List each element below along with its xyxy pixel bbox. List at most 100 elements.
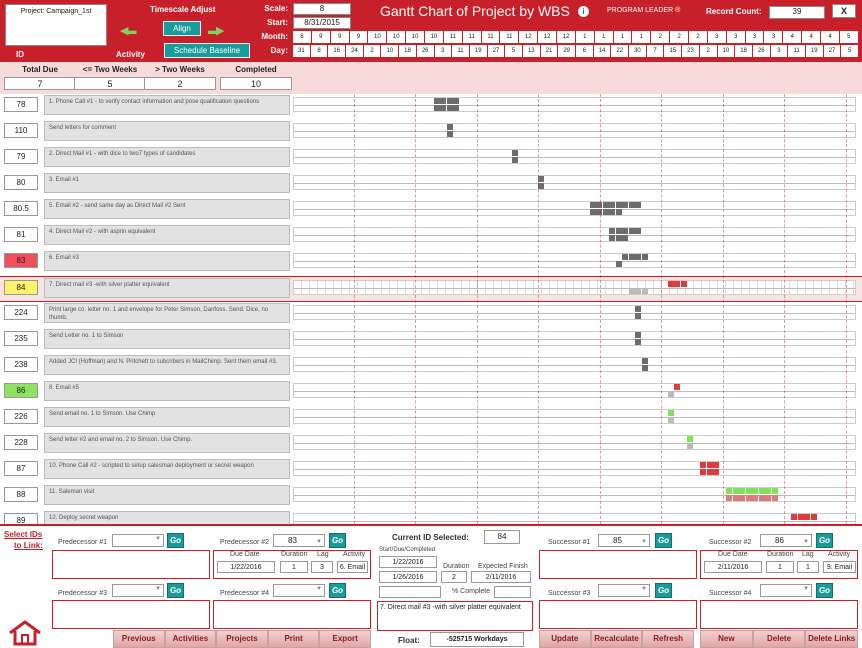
table-row[interactable]: 235 Send Letter no. 1 to Simson	[0, 328, 862, 354]
row-id[interactable]: 78	[4, 97, 38, 112]
row-id[interactable]: 238	[4, 357, 38, 372]
predecessor-4-go-button[interactable]: Go	[329, 583, 346, 598]
row-activity[interactable]: Send Letter no. 1 to Simson	[44, 329, 290, 349]
row-id[interactable]: 83	[4, 253, 38, 268]
recalculate-button[interactable]: Recalculate	[590, 630, 643, 648]
start-input[interactable]: 8/31/2015	[293, 17, 351, 29]
row-id[interactable]: 81	[4, 227, 38, 242]
percent-complete-input[interactable]	[494, 586, 531, 598]
row-activity[interactable]: 5. Email #2 - send same day as Direct Ma…	[44, 199, 290, 219]
row-activity[interactable]: 1. Phone Call #1 - to verify contact inf…	[44, 95, 290, 115]
row-id[interactable]: 84	[4, 280, 38, 295]
months-cell: 2	[670, 31, 690, 43]
successor-4-select[interactable]	[760, 584, 812, 597]
successor-4-go-button[interactable]: Go	[816, 583, 833, 598]
arrow-right-icon[interactable]: ▬▶	[208, 25, 225, 37]
row-id[interactable]: 88	[4, 487, 38, 502]
current-activity-text[interactable]: 7. Direct mail #3 -with silver platter e…	[377, 601, 533, 631]
row-activity[interactable]: Print large co. letter no. 1 and envelop…	[44, 303, 290, 323]
delete-button[interactable]: Delete	[752, 630, 806, 648]
successor-1-go-button[interactable]: Go	[655, 533, 672, 548]
refresh-button[interactable]: Refresh	[642, 630, 695, 648]
predecessor-4-select[interactable]	[273, 584, 325, 597]
export-button[interactable]: Export	[319, 630, 371, 648]
delete-links-button[interactable]: Delete Links	[805, 630, 859, 648]
row-activity[interactable]: 12. Deploy secret weapon	[44, 511, 290, 524]
table-row[interactable]: 84 7. Direct mail #3 -with silver platter…	[0, 276, 862, 302]
row-activity[interactable]: Send email no. 1 to Simson. Use Chimp	[44, 407, 290, 427]
table-row[interactable]: 81 4. Direct Mail #2 - with asprin equiva…	[0, 224, 862, 250]
predecessor-3-go-button[interactable]: Go	[167, 583, 184, 598]
gantt-rows: 78 1. Phone Call #1 - to verify contact i…	[0, 94, 862, 524]
days-cell: 3	[434, 45, 453, 57]
row-id[interactable]: 226	[4, 409, 38, 424]
predecessor-2-select[interactable]: 83	[273, 534, 325, 548]
row-activity[interactable]: 6. Email #3	[44, 251, 290, 271]
gantt-bar-segment	[739, 495, 745, 501]
projects-button[interactable]: Projects	[216, 630, 268, 648]
successor-1-select[interactable]: 85	[598, 534, 650, 548]
start-date[interactable]: 1/22/2016	[379, 556, 437, 568]
row-id[interactable]: 235	[4, 331, 38, 346]
row-id[interactable]: 89	[4, 513, 38, 524]
successor-3-select[interactable]	[598, 584, 650, 597]
successor-3-go-button[interactable]: Go	[655, 583, 672, 598]
print-button[interactable]: Print	[267, 630, 320, 648]
row-id[interactable]: 87	[4, 461, 38, 476]
arrow-left-icon[interactable]: ◀▬	[120, 25, 137, 37]
scale-input[interactable]: 8	[293, 3, 351, 15]
successor-2-select[interactable]: 86	[760, 534, 812, 548]
row-activity[interactable]: 7. Direct mail #3 -with silver platter e…	[44, 278, 290, 298]
row-activity[interactable]: 10. Phone Call #2 - scripted to setup sa…	[44, 459, 290, 479]
table-row[interactable]: 224 Print large co. letter no. 1 and enve…	[0, 302, 862, 328]
table-row[interactable]: 86 8. Email #5	[0, 380, 862, 406]
row-id[interactable]: 110	[4, 123, 38, 138]
table-row[interactable]: 238 Added JCI (Hoffman) and N. Pritchett …	[0, 354, 862, 380]
info-icon[interactable]: i	[578, 6, 589, 17]
table-row[interactable]: 110 Send letters for comment	[0, 120, 862, 146]
new-button[interactable]: New	[700, 630, 753, 648]
row-id[interactable]: 224	[4, 305, 38, 320]
table-row[interactable]: 80 3. Email #1	[0, 172, 862, 198]
previous-button[interactable]: Previous	[113, 630, 165, 648]
table-row[interactable]: 83 6. Email #3	[0, 250, 862, 276]
align-button[interactable]: Align	[163, 21, 201, 36]
row-id[interactable]: 79	[4, 149, 38, 164]
gantt-track	[293, 280, 856, 295]
row-activity[interactable]: 8. Email #5	[44, 381, 290, 401]
row-activity[interactable]: 3. Email #1	[44, 173, 290, 193]
predecessor-2-go-button[interactable]: Go	[329, 533, 346, 548]
row-activity[interactable]: Added JCI (Hoffman) and N. Pritchett to …	[44, 355, 290, 375]
days-cell: 7	[646, 45, 665, 57]
row-activity[interactable]: Send letter #2 and email no. 2 to Simson…	[44, 433, 290, 453]
table-row[interactable]: 228 Send letter #2 and email no. 2 to Sim…	[0, 432, 862, 458]
update-button[interactable]: Update	[539, 630, 591, 648]
row-id[interactable]: 80	[4, 175, 38, 190]
table-row[interactable]: 89 12. Deploy secret weapon	[0, 510, 862, 524]
due-date[interactable]: 1/26/2016	[379, 571, 437, 583]
activities-button[interactable]: Activities	[164, 630, 217, 648]
duration-value[interactable]: 2	[441, 571, 467, 583]
schedule-baseline-button[interactable]: Schedule Baseline	[164, 43, 250, 58]
table-row[interactable]: 88 11. Saleman visit	[0, 484, 862, 510]
predecessor-1-select[interactable]	[112, 534, 164, 547]
successor-2-go-button[interactable]: Go	[816, 533, 833, 548]
home-icon[interactable]	[8, 620, 42, 648]
table-row[interactable]: 226 Send email no. 1 to Simson. Use Chimp	[0, 406, 862, 432]
predecessor-3-select[interactable]	[112, 584, 164, 597]
row-id[interactable]: 80.5	[4, 201, 38, 216]
close-button[interactable]: X	[832, 4, 856, 18]
project-name-box[interactable]: Project: Campaign_1st	[5, 4, 107, 46]
table-row[interactable]: 80.5 5. Email #2 - send same day as Direc…	[0, 198, 862, 224]
table-row[interactable]: 78 1. Phone Call #1 - to verify contact i…	[0, 94, 862, 120]
table-row[interactable]: 87 10. Phone Call #2 - scripted to setup …	[0, 458, 862, 484]
row-activity[interactable]: 2. Direct Mail #1 - with dice to two7 ty…	[44, 147, 290, 167]
row-id[interactable]: 228	[4, 435, 38, 450]
table-row[interactable]: 79 2. Direct Mail #1 - with dice to two7 …	[0, 146, 862, 172]
row-activity[interactable]: 11. Saleman visit	[44, 485, 290, 505]
gantt-bar-segment	[752, 495, 758, 501]
predecessor-1-go-button[interactable]: Go	[167, 533, 184, 548]
row-id[interactable]: 86	[4, 383, 38, 398]
row-activity[interactable]: 4. Direct Mail #2 - with asprin equivale…	[44, 225, 290, 245]
row-activity[interactable]: Send letters for comment	[44, 121, 290, 141]
